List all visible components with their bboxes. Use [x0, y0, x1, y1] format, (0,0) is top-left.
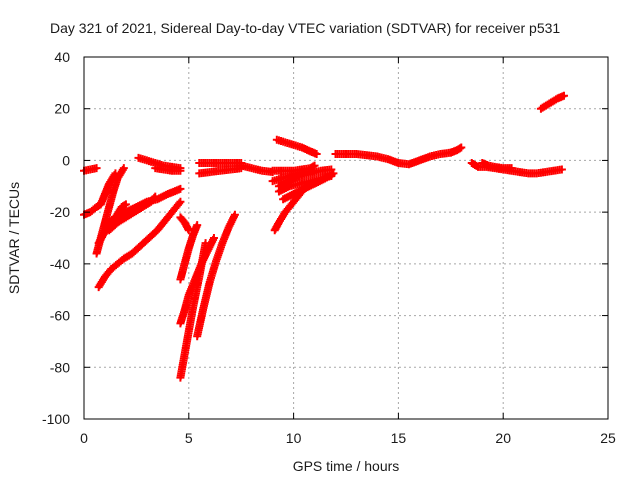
data-point — [92, 164, 101, 173]
series-arc-26 — [446, 143, 466, 157]
series-arc-28 — [478, 159, 516, 173]
series-arc-10 — [176, 213, 193, 235]
series-arc-14 — [193, 210, 239, 341]
plot-frame — [83, 56, 609, 420]
y-axis-label: SDTVAR / TECUs — [6, 182, 22, 294]
data-point — [151, 192, 160, 201]
series-arc-13 — [176, 221, 202, 284]
series-arc-25 — [331, 148, 455, 169]
data-point — [559, 91, 568, 100]
grid-layer — [84, 57, 608, 419]
data-point — [300, 184, 309, 193]
data-point — [193, 221, 202, 230]
series-arc-02 — [80, 169, 120, 219]
series-arc-17 — [237, 161, 277, 177]
data-point — [312, 149, 321, 158]
x-tick-label: 5 — [185, 430, 193, 446]
y-tick-label: -100 — [42, 411, 70, 427]
data-point — [175, 199, 184, 208]
series-arc-12 — [176, 234, 218, 328]
series-arc-20 — [272, 135, 321, 158]
data-layer — [80, 91, 568, 382]
data-point — [121, 200, 130, 209]
x-tick-label: 15 — [391, 430, 407, 446]
data-point — [329, 169, 338, 178]
y-tick-label: 40 — [54, 49, 70, 65]
y-tick-label: -20 — [50, 204, 70, 220]
data-point — [298, 186, 307, 195]
series-arc-24 — [270, 184, 309, 235]
y-tick-label: -60 — [50, 308, 70, 324]
data-point — [176, 197, 185, 206]
data-point — [507, 164, 516, 173]
data-point — [176, 184, 185, 193]
y-tick-label: -40 — [50, 256, 70, 272]
x-tick-label: 20 — [495, 430, 511, 446]
chart-title: Day 321 of 2021, Sidereal Day-to-day VTE… — [50, 20, 560, 36]
series-arc-05 — [94, 197, 185, 292]
data-point — [209, 234, 218, 242]
y-tick-label: 20 — [54, 101, 70, 117]
data-point — [150, 193, 159, 202]
x-tick-label: 25 — [600, 430, 616, 446]
x-axis-label: GPS time / hours — [293, 458, 400, 474]
tick-layer: 0 5 10 15 20 25 -100 -80 -60 -40 -20 0 20 40 — [42, 49, 616, 446]
series-arc-07 — [105, 192, 160, 235]
y-tick-label: 0 — [62, 152, 70, 168]
data-point — [557, 165, 566, 174]
y-tick-label: -80 — [50, 359, 70, 375]
data-point — [176, 166, 185, 175]
series-arc-29 — [536, 91, 568, 113]
data-point — [119, 164, 128, 173]
x-tick-label: 0 — [80, 430, 88, 446]
data-point — [230, 210, 239, 219]
data-point — [457, 143, 466, 152]
series-arc-09 — [151, 164, 185, 175]
x-tick-label: 10 — [286, 430, 302, 446]
series-arc-01 — [80, 164, 101, 175]
series-arc-22 — [274, 165, 336, 191]
